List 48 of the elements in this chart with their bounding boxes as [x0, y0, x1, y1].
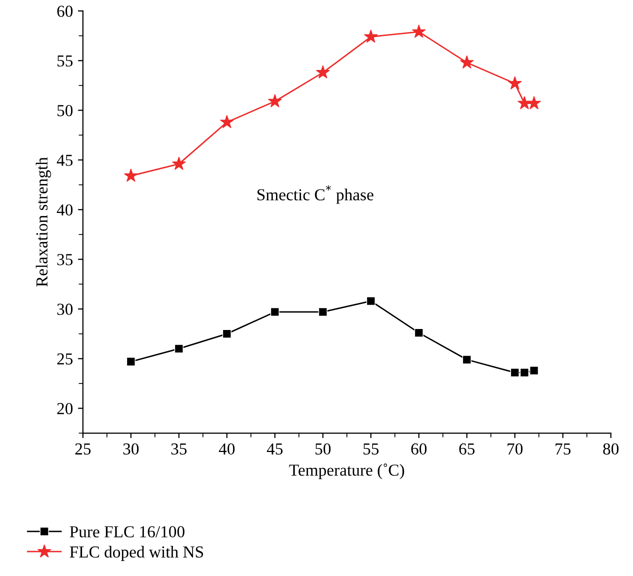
point [366, 296, 376, 306]
point [460, 55, 474, 69]
point [414, 328, 424, 338]
x-tick-label: 70 [508, 443, 523, 455]
y-tick-label: 55 [58, 55, 73, 67]
legend-label: FLC doped with NS [70, 546, 204, 561]
point [268, 94, 282, 108]
x-tick-label: 50 [316, 443, 331, 455]
annotation: Smectic C$^{*}$ phase [257, 185, 374, 204]
point [364, 29, 378, 43]
x-axis-title: Temperature (˚C) [289, 464, 404, 480]
point [318, 307, 328, 316]
point [220, 114, 234, 128]
point [518, 96, 532, 110]
x-tick-label: 45 [266, 443, 283, 455]
x-tick-label: 30 [123, 443, 139, 455]
y-tick-label: 20 [57, 403, 73, 414]
x-tick-label: 55 [364, 444, 379, 455]
y-tick-label: 30 [57, 304, 73, 315]
point [222, 329, 232, 338]
x-tick-label: 40 [218, 443, 235, 455]
point [530, 366, 539, 376]
y-axis-title: Relaxation strength [36, 157, 51, 287]
point [172, 156, 186, 170]
point [508, 76, 522, 90]
x-tick-label: 65 [459, 443, 475, 455]
point [124, 168, 138, 182]
y-tick-label: 40 [56, 204, 73, 216]
y-tick-label: 45 [56, 154, 73, 166]
y-tick-label: 50 [58, 104, 73, 116]
x-tick-label: 25 [75, 443, 91, 455]
point [510, 368, 520, 378]
y-tick-label: 35 [57, 254, 73, 266]
point [520, 368, 529, 378]
y-tick-label: 25 [57, 353, 73, 365]
point [316, 65, 330, 79]
x-tick-label: 35 [171, 443, 187, 455]
legend-label: Pure FLC 16/100 [70, 526, 184, 538]
point [126, 357, 136, 366]
x-tick-label: 80 [603, 443, 619, 455]
x-tick-label: 60 [411, 443, 427, 455]
point [462, 355, 472, 364]
x-tick-label: 75 [556, 444, 571, 455]
y-tick-label: 60 [57, 6, 73, 17]
point [270, 307, 280, 316]
point [174, 344, 184, 354]
point [412, 24, 426, 38]
point [527, 96, 542, 110]
